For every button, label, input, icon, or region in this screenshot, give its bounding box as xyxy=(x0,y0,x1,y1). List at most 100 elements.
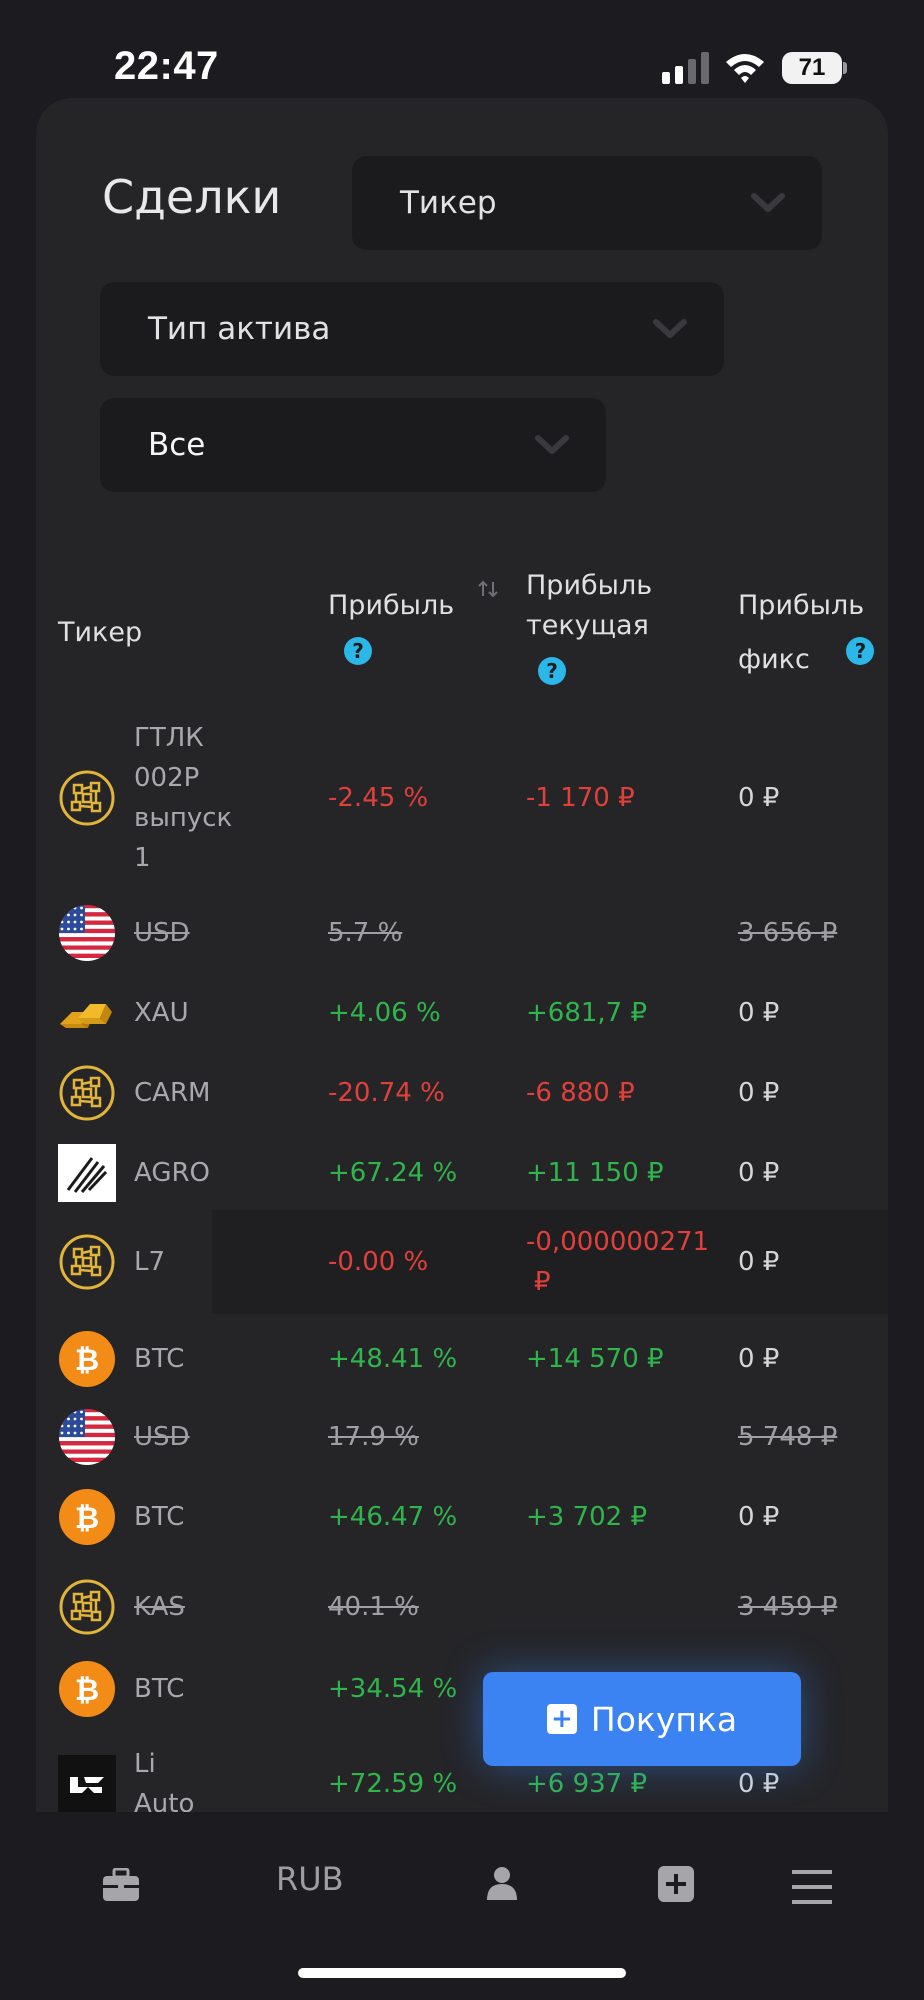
ticker-name[interactable]: XAU xyxy=(134,998,189,1028)
ticker-name[interactable]: CARM xyxy=(134,1078,211,1108)
header-profit-current-line1: Прибыль xyxy=(526,570,653,601)
header-profit[interactable]: Прибыль ? xyxy=(328,586,454,670)
bitcoin-icon: ₿ xyxy=(58,1660,116,1718)
profit-percent: +46.47 % xyxy=(328,1502,458,1532)
profit-percent: 17.9 % xyxy=(328,1422,419,1452)
profit-fixed: 5 748 ₽ xyxy=(738,1422,838,1452)
svg-text:₿: ₿ xyxy=(75,1673,99,1708)
header-profit-fixed-line2: фикс xyxy=(738,644,810,675)
ticker-name[interactable]: BTC xyxy=(134,1344,185,1374)
profit-percent: +34.54 % xyxy=(328,1674,458,1704)
profit-percent: -20.74 % xyxy=(328,1078,445,1108)
status-time: 22:47 xyxy=(114,44,219,88)
header-profit-label: Прибыль xyxy=(328,590,455,621)
crypto-network-icon xyxy=(58,769,116,827)
home-indicator xyxy=(298,1968,626,1978)
chevron-down-icon xyxy=(751,193,785,212)
us-flag-icon xyxy=(58,1408,116,1466)
profit-current: +14 570 ₽ xyxy=(526,1344,664,1374)
profit-current: +6 937 ₽ xyxy=(526,1769,648,1799)
purchase-button-label: Покупка xyxy=(590,1699,738,1739)
table-row[interactable]: CARM -20.74 % -6 880 ₽ 0 ₽ xyxy=(36,1058,888,1128)
ticker-name[interactable]: AGRO xyxy=(134,1158,211,1188)
table-row[interactable]: ₿ BTC +34.54 % xyxy=(36,1654,888,1724)
ticker-name[interactable]: USD xyxy=(134,1422,190,1452)
asset-type-select-label: Тип актива xyxy=(148,311,331,347)
header-profit-current[interactable]: Прибыль текущая ? xyxy=(526,566,652,690)
profit-fixed: 3 459 ₽ xyxy=(738,1592,838,1622)
chevron-down-icon xyxy=(535,435,569,454)
profile-icon[interactable] xyxy=(486,1866,518,1900)
ticker-name[interactable]: BTC xyxy=(134,1502,185,1532)
add-square-icon[interactable] xyxy=(658,1866,694,1902)
wifi-icon xyxy=(726,54,764,83)
table-row[interactable]: KAS 40.1 % 3 459 ₽ xyxy=(36,1572,888,1642)
profit-fixed: 0 ₽ xyxy=(738,1502,780,1532)
profit-fixed: 0 ₽ xyxy=(738,1158,780,1188)
page-title: Сделки xyxy=(102,170,282,224)
profit-fixed: 0 ₽ xyxy=(738,1344,780,1374)
ticker-name[interactable]: Li Auto xyxy=(134,1744,194,1812)
profit-fixed: 0 ₽ xyxy=(738,1247,780,1277)
ticker-name[interactable]: KAS xyxy=(134,1592,185,1622)
ticker-select-label: Тикер xyxy=(400,185,497,221)
profit-percent: +72.59 % xyxy=(328,1769,458,1799)
header-profit-current-line2: текущая xyxy=(526,610,649,641)
help-icon[interactable]: ? xyxy=(538,657,566,685)
table-row[interactable]: USD 17.9 % 5 748 ₽ xyxy=(36,1402,888,1472)
ticker-name-line: 002P xyxy=(134,763,200,793)
profit-current: -6 880 ₽ xyxy=(526,1078,635,1108)
us-flag-icon xyxy=(58,904,116,962)
ticker-name[interactable]: ГТЛК 002P выпуск 1 xyxy=(134,718,232,878)
profit-current-line: ₽ xyxy=(534,1267,551,1297)
ticker-name-line: 1 xyxy=(134,843,151,873)
profit-current: +681,7 ₽ xyxy=(526,998,648,1028)
currency-switch[interactable]: RUB xyxy=(276,1860,344,1898)
asset-type-select[interactable]: Тип актива xyxy=(100,282,724,376)
profit-current-line: -0,000000271 xyxy=(526,1227,710,1257)
profit-fixed: 0 ₽ xyxy=(738,1078,780,1108)
header-profit-fixed[interactable]: Прибыль фикс ? xyxy=(738,586,875,680)
table-row[interactable]: AGRO +67.24 % +11 150 ₽ 0 ₽ xyxy=(36,1138,888,1208)
svg-text:₿: ₿ xyxy=(75,1501,99,1536)
svg-text:₿: ₿ xyxy=(75,1343,99,1378)
table-row[interactable]: L7 -0.00 % -0,000000271 ₽0 ₽ xyxy=(59,1210,888,1314)
bitcoin-icon: ₿ xyxy=(58,1488,116,1546)
menu-icon[interactable] xyxy=(792,1870,832,1904)
scope-select[interactable]: Все xyxy=(100,398,606,492)
battery-indicator: 71 xyxy=(782,52,842,84)
agro-logo-icon xyxy=(58,1144,116,1202)
li-auto-logo-icon xyxy=(58,1755,116,1812)
profit-percent: +4.06 % xyxy=(328,998,441,1028)
help-icon[interactable]: ? xyxy=(344,637,372,665)
help-icon[interactable]: ? xyxy=(846,637,875,665)
status-bar: 22:47 71 xyxy=(0,0,924,100)
header-ticker[interactable]: Тикер xyxy=(58,617,143,648)
profit-percent: -0.00 % xyxy=(328,1247,429,1277)
ticker-name-line: Li xyxy=(134,1749,156,1779)
profit-current: -1 170 ₽ xyxy=(526,783,635,813)
table-row[interactable]: Li Auto +72.59 % +6 937 ₽ 0 ₽ xyxy=(36,1734,888,1812)
table-row[interactable]: USD 5.7 % 3 656 ₽ xyxy=(36,898,888,968)
profit-current: +3 702 ₽ xyxy=(526,1502,648,1532)
ticker-name[interactable]: L7 xyxy=(134,1247,166,1277)
ticker-name[interactable]: USD xyxy=(134,918,190,948)
trades-card: Сделки Тикер Тип актива Все Тикер Прибыл… xyxy=(36,98,888,1812)
briefcase-icon[interactable] xyxy=(102,1868,140,1902)
scope-select-value: Все xyxy=(148,427,206,463)
table-row[interactable]: ГТЛК 002P выпуск 1 -2.45 % -1 170 ₽ 0 ₽ xyxy=(36,718,888,878)
ticker-name[interactable]: BTC xyxy=(134,1674,185,1704)
table-row[interactable]: XAU +4.06 % +681,7 ₽ 0 ₽ xyxy=(36,978,888,1048)
table-row[interactable]: ₿ BTC +46.47 % +3 702 ₽ 0 ₽ xyxy=(36,1482,888,1552)
ticker-name-line: Auto xyxy=(134,1789,195,1812)
table-row[interactable]: ₿ BTC +48.41 % +14 570 ₽ 0 ₽ xyxy=(36,1324,888,1394)
ticker-select[interactable]: Тикер xyxy=(352,156,822,250)
profit-percent: 40.1 % xyxy=(328,1592,419,1622)
purchase-button[interactable]: + Покупка xyxy=(483,1672,801,1766)
profit-fixed: 0 ₽ xyxy=(738,783,780,813)
sort-icon[interactable] xyxy=(477,578,499,600)
plus-square-icon: + xyxy=(546,1704,577,1734)
profit-percent: -2.45 % xyxy=(328,783,429,813)
crypto-network-icon xyxy=(58,1064,116,1122)
ticker-name-line: ГТЛК xyxy=(134,723,204,753)
